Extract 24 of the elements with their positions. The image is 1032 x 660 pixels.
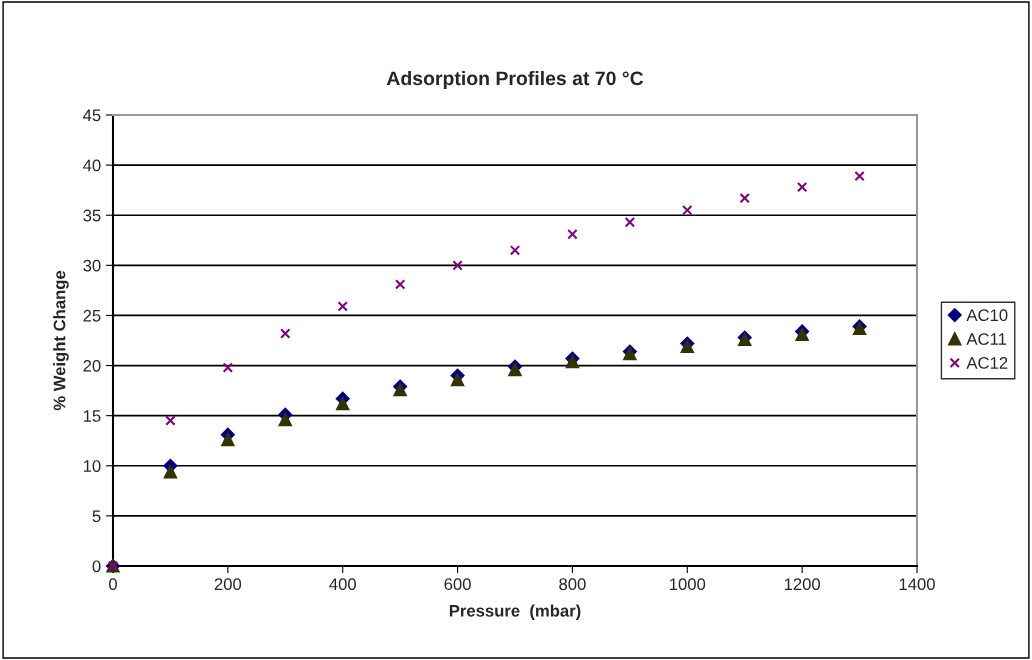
y-tick-label: 15	[83, 410, 101, 422]
x-tick-label: 200	[214, 578, 242, 591]
x-tick-label: 1000	[670, 578, 706, 591]
x-tick-label: 0	[109, 578, 117, 591]
y-tick-label: 30	[83, 259, 101, 272]
y-tick-label: 25	[83, 309, 101, 322]
x-tick-label: 1400	[899, 578, 935, 591]
x-tick-label: 400	[329, 578, 356, 591]
chart-title: Adsorption Profiles at 70 °C	[386, 70, 644, 90]
y-tick-label: 45	[83, 109, 101, 122]
y-tick-label: 35	[83, 209, 101, 222]
y-tick-label: 40	[83, 159, 101, 172]
legend-label: AC11	[966, 333, 1007, 345]
y-tick-label: 5	[92, 510, 101, 523]
legend-label: AC12	[966, 357, 1008, 369]
legend-label: AC10	[966, 309, 1008, 322]
x-tick-label: 600	[444, 578, 471, 591]
x-tick-label: 1200	[784, 578, 821, 591]
y-tick-label: 0	[92, 560, 101, 573]
y-tick-label: 20	[83, 359, 101, 372]
x-axis-title: Pressure (mbar)	[449, 604, 581, 620]
y-axis-title: % Weight Change	[53, 270, 69, 411]
y-tick-label: 10	[83, 460, 101, 472]
x-tick-label: 800	[559, 578, 586, 591]
